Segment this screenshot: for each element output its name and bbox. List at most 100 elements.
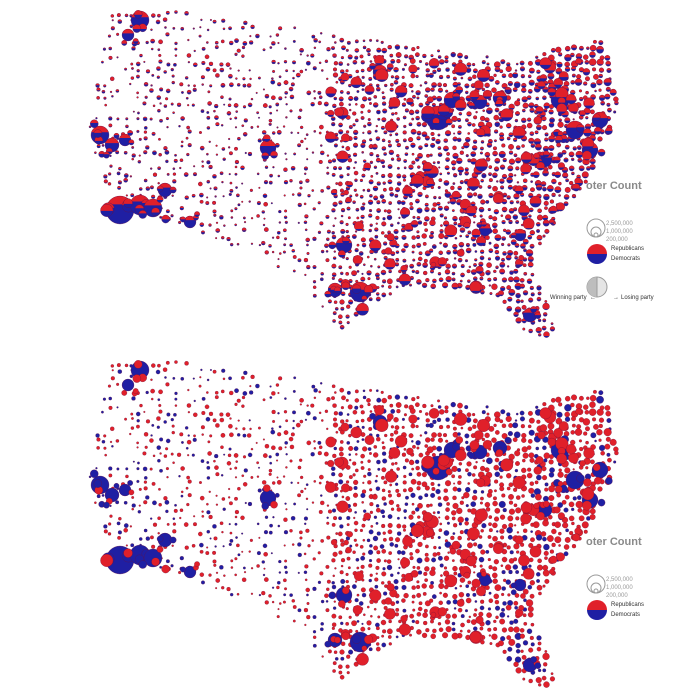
county-bubble-winner [348,433,352,438]
county-bubble-winner [446,502,450,506]
county-bubble-split [327,159,333,164]
county-bubble-winner [242,455,247,459]
county-bubble-split [290,82,295,87]
county-bubble-split [418,251,423,256]
county-bubble-split [290,131,293,134]
county-bubble-split [416,96,420,100]
county-bubble-winner [387,490,391,494]
county-bubble-split [482,89,493,100]
county-bubble-split [223,224,226,227]
county-bubble-split [340,72,350,82]
county-bubble-split [535,143,542,151]
county-bubble-winner [424,444,429,448]
county-bubble-split [170,68,174,72]
county-bubble-winner [501,607,505,612]
county-bubble-winner [263,567,266,570]
county-bubble-winner [375,486,381,491]
county-bubble-winner [381,549,387,554]
county-bubble-split [289,179,293,183]
county-bubble-split [389,239,398,248]
county-bubble-split [521,87,527,93]
county-bubble-split [563,201,569,207]
county-bubble-winner [535,493,542,501]
county-bubble-split [375,171,379,175]
county-bubble-split [306,90,312,96]
county-bubble-winner [375,572,378,575]
county-bubble-winner [394,585,399,590]
county-bubble-split [367,130,372,135]
county-bubble-winner [170,452,174,456]
size-label-2500000: 2,500,000 [606,221,633,227]
county-bubble-winner [115,439,120,443]
county-bubble-split [548,145,555,151]
county-bubble-split [424,216,430,222]
county-bubble-split [382,108,388,114]
county-bubble-winner [477,543,483,550]
county-bubble-split [550,322,554,326]
county-bubble-split [544,137,549,142]
county-bubble-split [416,216,421,220]
county-bubble-split [193,49,196,53]
county-bubble-split [283,80,289,85]
county-bubble-split [512,214,518,220]
county-bubble-split [397,221,400,225]
county-bubble-split [297,258,302,263]
county-bubble-split [457,257,463,263]
county-bubble-split [258,186,261,189]
county-bubble-split [402,185,413,197]
county-bubble-split [186,152,190,157]
county-bubble-winner [352,502,358,507]
county-bubble-winner [257,426,261,430]
county-bubble-winner [487,557,491,562]
county-bubble-split [352,152,358,157]
county-bubble-winner [481,523,487,529]
county-bubble-winner [136,424,140,429]
county-bubble-split [556,103,567,114]
county-bubble-winner [465,440,469,445]
county-bubble-winner [268,594,272,598]
county-bubble-winner [492,578,498,584]
county-bubble-winner [180,566,186,573]
county-bubble-winner [354,398,360,403]
county-bubble-winner [442,632,449,639]
county-bubble-split [541,116,547,122]
county-bubble-split [590,109,595,115]
county-bubble-split [242,41,248,46]
county-bubble-split [403,166,407,170]
county-bubble-winner [165,438,171,444]
size-key-circles-icon [586,218,606,238]
county-bubble-split [519,60,525,66]
county-bubble-split [537,214,543,221]
county-bubble-winner [522,677,526,681]
county-bubble-winner [300,489,304,494]
county-bubble-winner [165,559,170,564]
county-bubble-winner [304,564,309,569]
county-bubble-split [104,103,107,107]
county-bubble-winner [432,511,436,515]
county-bubble-winner [362,389,366,393]
county-bubble-split [476,128,486,138]
county-bubble-split [412,215,416,219]
county-bubble-winner [437,622,442,626]
county-bubble-split [388,201,393,205]
county-bubble-winner [460,622,465,628]
county-bubble-split [539,57,552,70]
county-bubble-split [584,60,590,65]
county-bubble-split [283,228,287,233]
county-bubble-split [474,250,478,253]
county-bubble-winner [288,436,294,442]
county-bubble-split [339,37,345,43]
county-bubble-winner [565,528,569,533]
county-bubble-split [212,209,217,214]
county-bubble-split [521,144,525,148]
county-bubble-split [213,213,217,217]
county-bubble-winner [241,395,246,400]
county-bubble-split [339,299,345,305]
county-bubble-split [412,258,416,262]
county-bubble-winner [415,620,420,625]
county-bubble-winner [151,363,156,368]
county-bubble-winner [318,411,322,415]
county-bubble-winner [411,510,416,515]
county-bubble-split [386,278,393,285]
county-bubble-winner [292,426,295,430]
